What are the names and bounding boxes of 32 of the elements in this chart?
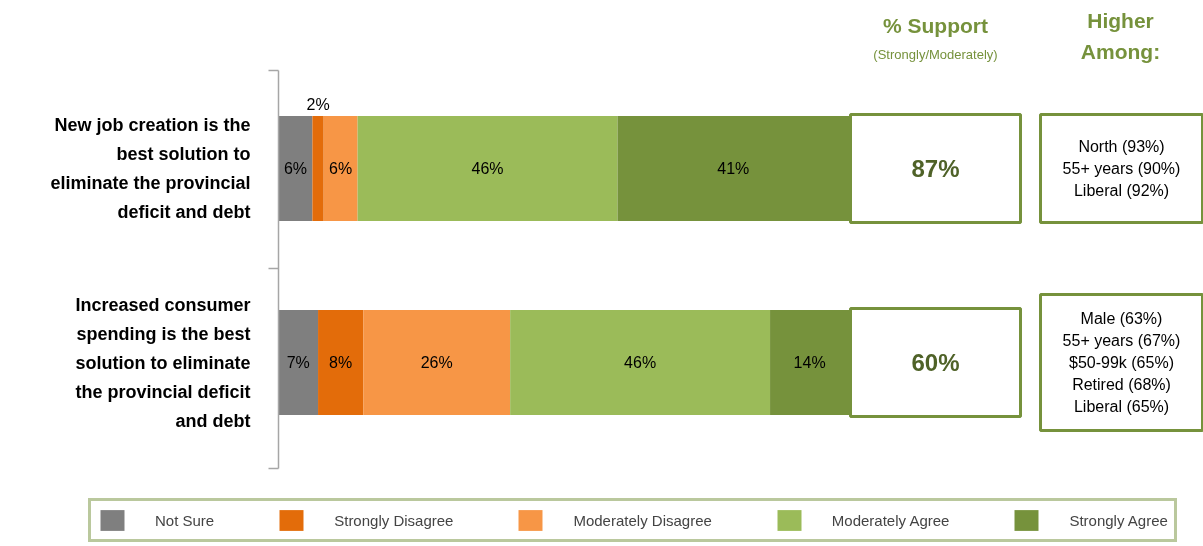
- data-label: 6%: [329, 160, 353, 177]
- data-label: 46%: [471, 160, 504, 177]
- bar: [357, 116, 618, 221]
- data-label: 8%: [329, 354, 353, 371]
- text: Higher Among:: [1080, 9, 1161, 63]
- bar: [278, 116, 313, 221]
- legend-label: Moderately Disagree: [573, 511, 712, 529]
- text: North (93%) 55+ years (90%) Liberal (92%): [1062, 138, 1181, 199]
- y-tick-label: Increased consumer spending is the best solution to eliminate the provincial deficit and debt: [75, 294, 251, 431]
- bar: [278, 310, 319, 415]
- bar: [510, 310, 771, 415]
- data-label: 46%: [624, 354, 657, 371]
- data-label: 14%: [793, 354, 826, 371]
- data-label: 2%: [306, 95, 330, 113]
- y-tick-label: New job creation is the best solution to eliminate the provincial deficit and debt: [50, 115, 251, 222]
- bar: [318, 310, 364, 415]
- bar: [363, 310, 511, 415]
- bar: [323, 116, 358, 221]
- text: 87%: [911, 155, 960, 182]
- legend-label: Not Sure: [155, 511, 215, 529]
- data-label: 6%: [283, 160, 308, 177]
- legend-label: Strongly Agree: [1069, 511, 1168, 529]
- data-label: 26%: [420, 354, 453, 371]
- legend-label: Strongly Disagree: [334, 511, 454, 529]
- text: % Support: [883, 14, 989, 37]
- bar: [312, 116, 324, 221]
- text: Male (63%) 55+ years (67%) $50-99k (65%) Retired (68%) Liberal (65%): [1062, 310, 1181, 415]
- data-label: 41%: [717, 160, 750, 177]
- data-label: 7%: [286, 354, 310, 371]
- text: 60%: [911, 349, 960, 376]
- legend-label: Moderately Agree: [831, 511, 950, 529]
- text: (Strongly/Moderately): [873, 47, 998, 62]
